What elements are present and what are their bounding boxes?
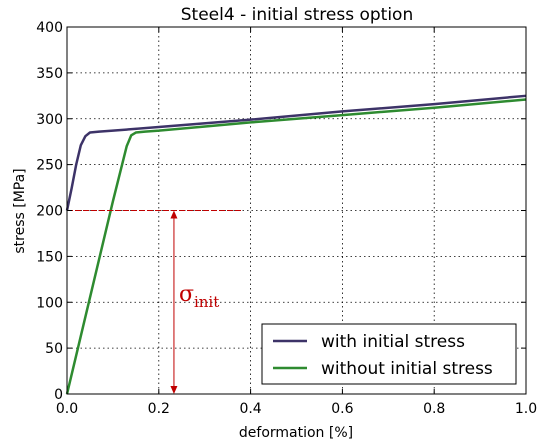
- chart-title: Steel4 - initial stress option: [181, 5, 413, 25]
- y-tick-label: 100: [36, 295, 63, 311]
- y-tick-label: 350: [36, 66, 63, 82]
- init-stress-arrowhead-top: [170, 210, 178, 219]
- y-axis-label: stress [MPa]: [12, 168, 28, 253]
- sigma-symbol: σ: [179, 282, 194, 307]
- legend-box: [261, 323, 517, 385]
- x-tick-label: 0.6: [331, 401, 353, 417]
- y-tick-label: 300: [36, 112, 63, 128]
- y-tick-label: 50: [45, 341, 63, 357]
- y-tick-label: 200: [36, 204, 63, 220]
- y-tick-label: 0: [54, 387, 63, 403]
- init-stress-arrowhead-bottom: [170, 386, 178, 394]
- x-axis-ticks: 0.0 0.2 0.4 0.6 0.8 1.0: [56, 27, 537, 417]
- x-tick-label: 0.8: [423, 401, 445, 417]
- legend-label-without-initial-stress: without initial stress: [321, 359, 493, 379]
- y-tick-label: 400: [36, 20, 63, 36]
- y-tick-label: 150: [36, 249, 63, 265]
- initial-stress-annotation: σ init: [67, 210, 242, 394]
- y-axis-ticks: 0 50 100 150 200 250 300 350 400: [36, 20, 526, 403]
- x-tick-label: 0.0: [56, 401, 78, 417]
- legend-label-with-initial-stress: with initial stress: [321, 332, 465, 352]
- x-tick-label: 0.4: [239, 401, 261, 417]
- sigma-subscript: init: [194, 293, 219, 311]
- x-axis-label: deformation [%]: [239, 425, 353, 441]
- plot-lines: [65, 94, 527, 395]
- y-tick-label: 250: [36, 158, 63, 174]
- series-line-without-initial-stress: [65, 98, 527, 395]
- series-line-with-initial-stress: [65, 94, 527, 211]
- legend: with initial stress without initial stre…: [261, 323, 517, 385]
- x-tick-label: 0.2: [148, 401, 170, 417]
- x-tick-label: 1.0: [515, 401, 537, 417]
